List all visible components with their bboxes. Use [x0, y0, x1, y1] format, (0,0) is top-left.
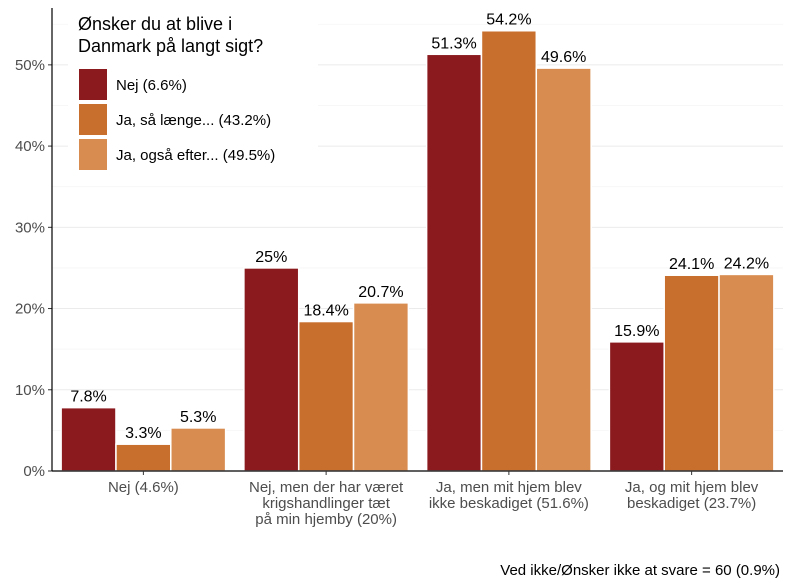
y-axis-ticks: 0% 10% 20% 30% 40% 50% — [15, 57, 52, 480]
data-label: 5.3% — [180, 409, 216, 426]
bar — [718, 273, 775, 472]
x-category-label: Ja, og mit hjem blev — [625, 479, 759, 496]
legend-background — [68, 8, 318, 168]
y-tick-label: 0% — [23, 463, 45, 480]
legend-label: Ja, så længe... (43.2%) — [116, 112, 271, 129]
y-tick-label: 50% — [15, 57, 45, 74]
y-tick-label: 10% — [15, 382, 45, 399]
legend-swatch — [79, 139, 107, 170]
data-label: 3.3% — [125, 425, 161, 442]
bar — [663, 274, 720, 472]
data-label: 24.2% — [724, 255, 769, 272]
bar — [608, 341, 665, 472]
x-category-label: ikke beskadiget (51.6%) — [429, 495, 589, 512]
bar — [297, 320, 355, 472]
data-label: 25% — [255, 249, 287, 266]
x-category-label: Nej (4.6%) — [108, 479, 179, 496]
data-label: 18.4% — [303, 303, 348, 320]
legend-title: Danmark på langt sigt? — [78, 36, 263, 56]
legend-swatch — [79, 104, 107, 135]
x-category-label: på min hjemby (20%) — [255, 511, 397, 528]
legend-label: Ja, også efter... (49.5%) — [116, 147, 275, 164]
data-label: 20.7% — [358, 284, 403, 301]
data-label: 54.2% — [486, 12, 531, 29]
bar — [535, 67, 592, 472]
bar — [480, 29, 538, 472]
x-category-label: krigshandlinger tæt — [262, 495, 390, 512]
bar — [425, 53, 483, 472]
bar — [243, 267, 300, 472]
axes — [51, 8, 783, 472]
data-label: 49.6% — [541, 49, 586, 66]
legend-label: Nej (6.6%) — [116, 77, 187, 94]
bars — [60, 29, 775, 472]
x-category-label: Ja, men mit hjem blev — [436, 479, 582, 496]
bar — [352, 302, 410, 472]
y-tick-label: 40% — [15, 138, 45, 155]
legend-title: Ønsker du at blive i — [78, 14, 232, 34]
data-label: 51.3% — [431, 35, 476, 52]
x-axis-category-labels: Nej (4.6%) Nej, men der har væretkrigshan… — [108, 471, 759, 528]
bar — [170, 427, 227, 472]
data-label: 15.9% — [614, 323, 659, 340]
legend-swatch — [79, 69, 107, 100]
x-category-label: beskadiget (23.7%) — [627, 495, 756, 512]
data-label: 24.1% — [669, 256, 714, 273]
bar — [115, 443, 172, 472]
y-tick-label: 20% — [15, 301, 45, 318]
caption: Ved ikke/Ønsker ikke at svare = 60 (0.9%… — [500, 562, 780, 579]
data-label: 7.8% — [70, 389, 106, 406]
y-tick-label: 30% — [15, 219, 45, 236]
x-category-label: Nej, men der har været — [249, 479, 404, 496]
data-labels: 7.8% 3.3% 5.3% 25% 18.4% 20.7% 51.3% 54.2% 49.6%… — [70, 12, 769, 442]
bar — [60, 406, 117, 472]
